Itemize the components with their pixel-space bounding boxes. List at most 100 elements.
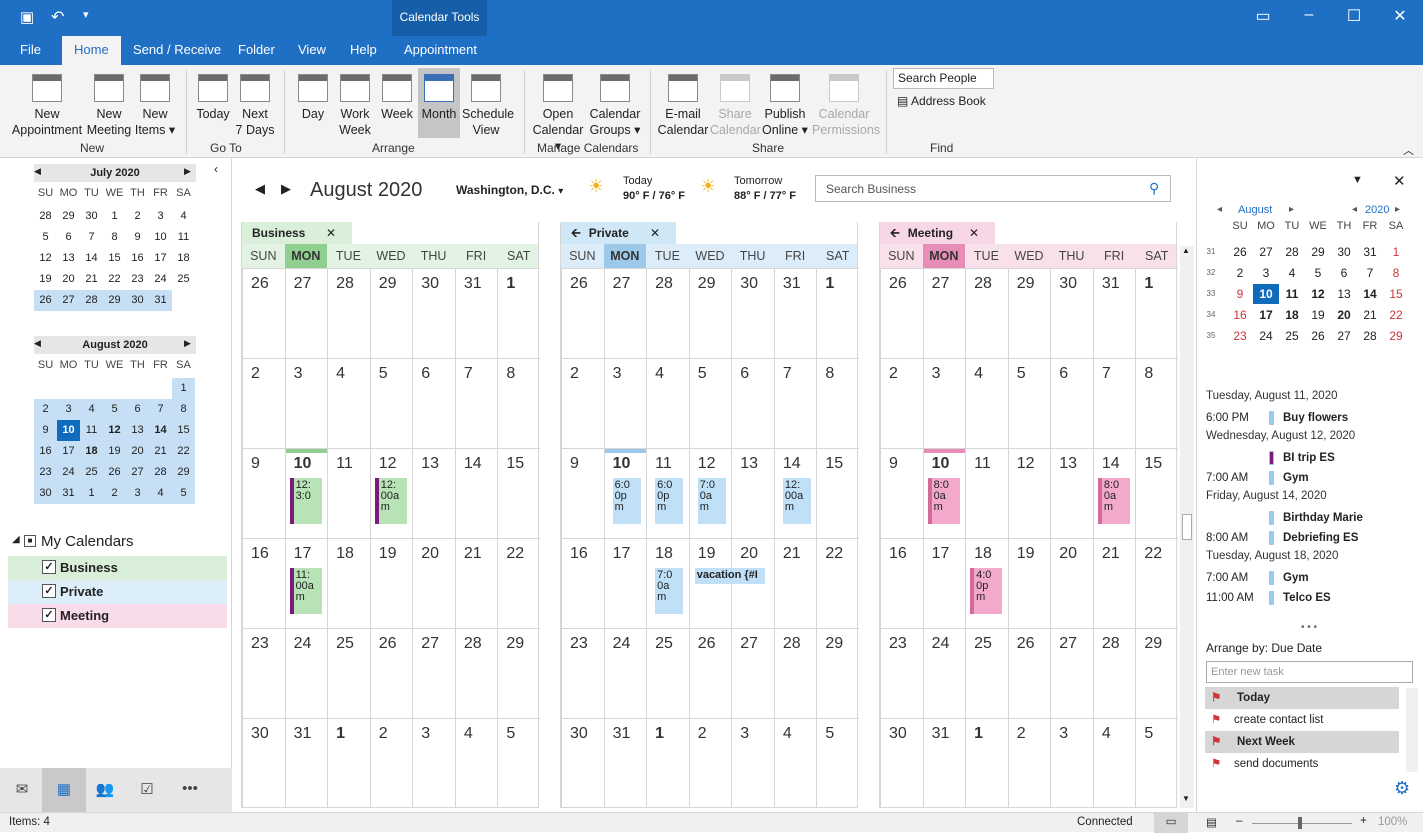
mini-day[interactable]: 30 xyxy=(126,290,149,311)
tab-appointment[interactable]: Appointment xyxy=(404,42,477,57)
mini-day[interactable]: 22 xyxy=(172,441,195,462)
prev-month-icon[interactable]: ◀ xyxy=(34,338,41,348)
day-cell[interactable]: 22 xyxy=(1135,538,1178,628)
mini-day[interactable]: 10 xyxy=(57,420,80,441)
mini-day[interactable]: 6 xyxy=(126,399,149,420)
day-cell[interactable]: 9 xyxy=(561,448,604,538)
overlay-arrow-icon[interactable]: 🡨 xyxy=(890,226,900,240)
new-meeting-button[interactable]: New Meeting xyxy=(86,68,132,138)
day-cell[interactable]: 9 xyxy=(880,448,923,538)
day-cell[interactable]: 8 xyxy=(816,358,859,448)
mini-day[interactable]: 27 xyxy=(126,462,149,483)
mini-day[interactable]: 18 xyxy=(80,441,103,462)
day-cell[interactable]: 27 xyxy=(922,268,966,358)
mini-day[interactable]: 16 xyxy=(1233,308,1247,322)
task-item[interactable]: ⚑ create contact list xyxy=(1205,709,1399,731)
mini-day[interactable]: 15 xyxy=(108,252,121,264)
day-cell[interactable]: 12 xyxy=(1007,448,1051,538)
mini-day[interactable]: 26 xyxy=(103,462,126,483)
day-cell[interactable]: 17 xyxy=(922,538,966,628)
work-week-button[interactable]: Work Week xyxy=(334,68,376,138)
tab-help[interactable]: Help xyxy=(350,42,377,57)
mini-day[interactable] xyxy=(80,378,103,399)
mini-day[interactable]: 2 xyxy=(134,210,141,222)
day-cell[interactable]: 23 xyxy=(242,628,285,718)
mini-day[interactable]: 2 xyxy=(103,483,126,504)
day-cell[interactable]: 28 xyxy=(773,628,817,718)
email-calendar-button[interactable]: E-mail Calendar xyxy=(656,68,710,138)
scroll-down-icon[interactable]: ▼ xyxy=(1182,794,1190,803)
day-cell[interactable]: 19 xyxy=(688,538,732,628)
mini-day[interactable]: 20 xyxy=(1337,308,1351,322)
day-cell[interactable]: 29 xyxy=(816,628,859,718)
mini-day[interactable]: 9 xyxy=(34,420,57,441)
day-cell[interactable]: 16 xyxy=(561,538,604,628)
day-cell[interactable]: 30 xyxy=(880,718,923,808)
mini-day[interactable] xyxy=(57,378,80,399)
day-cell[interactable]: 19 xyxy=(369,538,413,628)
mini-day[interactable]: 25 xyxy=(1285,329,1299,343)
day-cell[interactable]: 4 xyxy=(454,718,498,808)
previous-icon[interactable]: ◀ xyxy=(255,181,265,196)
flag-icon[interactable]: ⚑ xyxy=(1211,758,1222,770)
search-icon[interactable]: ⚲ xyxy=(1149,180,1160,196)
calendar-groups-button[interactable]: Calendar Groups ▾ xyxy=(588,68,642,138)
day-cell[interactable]: 3 xyxy=(284,358,328,448)
day-cell[interactable]: 28 xyxy=(454,628,498,718)
mini-day[interactable]: 2 xyxy=(1236,266,1244,280)
day-cell[interactable]: 3 xyxy=(603,358,647,448)
day-cell[interactable]: 27 xyxy=(284,268,328,358)
zoom-thumb[interactable] xyxy=(1298,817,1302,829)
agenda-item[interactable]: 7:00 AM Gym xyxy=(1206,568,1406,588)
mini-day[interactable]: 20 xyxy=(62,273,75,285)
day-cell[interactable]: 6 xyxy=(731,358,774,448)
day-cell[interactable]: 31 xyxy=(922,718,966,808)
calendar-item-meeting[interactable]: ✓ Meeting xyxy=(8,604,227,628)
prev-year-icon[interactable]: ◂ xyxy=(1352,204,1358,215)
day-cell[interactable]: 26 xyxy=(1007,628,1051,718)
agenda-item[interactable]: BI trip ES xyxy=(1206,448,1406,468)
mini-day[interactable]: 8 xyxy=(172,399,195,420)
day-cell[interactable]: 18 xyxy=(327,538,370,628)
mini-day[interactable]: 11 xyxy=(1285,287,1299,301)
day-cell[interactable]: 21 xyxy=(773,538,817,628)
arrange-by-label[interactable]: Arrange by: Due Date xyxy=(1206,641,1323,655)
mini-day[interactable]: 28 xyxy=(1285,245,1299,259)
mini-day[interactable]: 7 xyxy=(149,399,172,420)
mini-day[interactable]: 19 xyxy=(1311,308,1325,322)
day-cell[interactable]: 4 xyxy=(773,718,817,808)
todo-mini-year[interactable]: 2020 xyxy=(1365,204,1390,216)
flag-icon[interactable]: ⚑ xyxy=(1211,714,1222,726)
day-cell[interactable]: 16 xyxy=(880,538,923,628)
day-cell[interactable]: 26 xyxy=(880,268,923,358)
day-cell[interactable]: 11 xyxy=(327,448,370,538)
mini-day[interactable]: 26 xyxy=(1311,329,1325,343)
day-cell[interactable]: 29 xyxy=(688,268,732,358)
mini-day[interactable]: 26 xyxy=(34,290,57,311)
day-cell[interactable]: 29 xyxy=(497,628,540,718)
mini-day[interactable]: 26 xyxy=(1233,245,1247,259)
zoom-level[interactable]: 100% xyxy=(1378,816,1408,828)
day-cell[interactable]: 18 xyxy=(965,538,1008,628)
agenda-item[interactable]: 8:00 AM Debriefing ES xyxy=(1206,528,1406,548)
mini-day[interactable]: 16 xyxy=(131,252,144,264)
day-cell[interactable]: 26 xyxy=(242,268,285,358)
mini-day[interactable]: 14 xyxy=(85,252,98,264)
mini-day[interactable]: 15 xyxy=(1389,287,1403,301)
mini-day[interactable]: 23 xyxy=(1233,329,1247,343)
day-cell[interactable]: 15 xyxy=(497,448,540,538)
new-items-button[interactable]: New Items ▾ xyxy=(134,68,176,138)
mini-day[interactable]: 12 xyxy=(103,420,126,441)
mini-day[interactable]: 10 xyxy=(1253,284,1279,304)
day-cell[interactable]: 28 xyxy=(965,268,1008,358)
mini-day[interactable]: 30 xyxy=(34,483,57,504)
undo-icon[interactable]: ↶ xyxy=(51,9,65,26)
collapse-ribbon-icon[interactable]: ︿ xyxy=(1403,145,1414,157)
day-cell[interactable]: 21 xyxy=(454,538,498,628)
mini-day[interactable]: 9 xyxy=(134,231,141,243)
day-cell[interactable]: 28 xyxy=(327,268,370,358)
minimize-icon[interactable]: – xyxy=(1304,6,1314,23)
mini-day[interactable]: 21 xyxy=(149,441,172,462)
mini-day[interactable]: 6 xyxy=(65,231,72,243)
mini-day[interactable]: 23 xyxy=(131,273,144,285)
